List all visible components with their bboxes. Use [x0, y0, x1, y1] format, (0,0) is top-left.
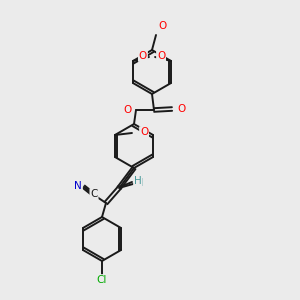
Text: O: O [140, 127, 148, 137]
Text: N: N [74, 181, 82, 191]
Text: O: O [158, 21, 166, 31]
Text: O: O [139, 51, 147, 61]
Text: Cl: Cl [97, 275, 107, 285]
Text: H: H [136, 178, 144, 188]
Text: C: C [90, 189, 98, 199]
Text: H: H [134, 176, 142, 186]
Text: O: O [177, 104, 185, 114]
Text: O: O [124, 105, 132, 115]
Text: O: O [157, 51, 165, 61]
